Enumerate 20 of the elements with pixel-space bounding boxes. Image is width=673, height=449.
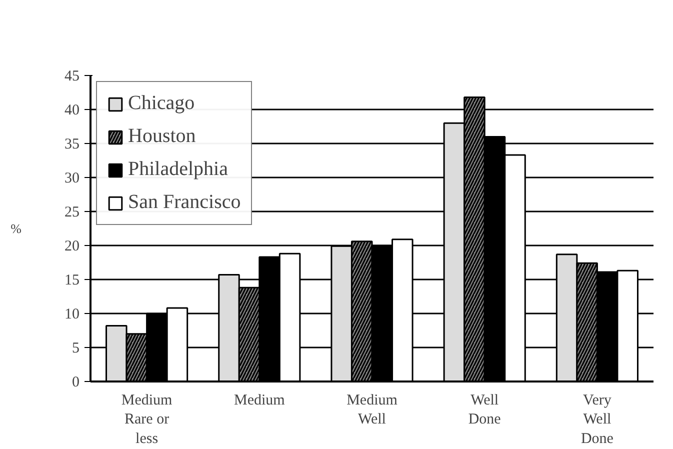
y-tick-label: 25 [64,204,80,220]
y-tick-label: 10 [64,306,80,322]
y-tick-label: 5 [72,340,80,356]
legend-label: Chicago [128,92,195,115]
y-tick-label: 15 [64,272,80,288]
y-tick-label: 45 [64,68,80,84]
x-tick-label: Medium Rare or less [121,392,173,447]
y-tick-label: 30 [64,170,80,186]
legend-label: Houston [128,125,196,148]
y-tick-label: 40 [64,102,80,118]
y-axis-title: % [10,221,22,236]
x-tick-label: Very Well Done [580,392,614,447]
x-tick-label: Medium [234,392,286,408]
legend-label: Philadelphia [128,158,228,181]
y-tick-label: 35 [64,136,80,152]
x-tick-label: Well Done [468,392,502,428]
x-tick-label: Medium Well [346,392,398,428]
y-tick-label: 20 [64,238,80,254]
y-tick-label: 0 [72,374,80,390]
legend-label: San Francisco [128,191,241,214]
